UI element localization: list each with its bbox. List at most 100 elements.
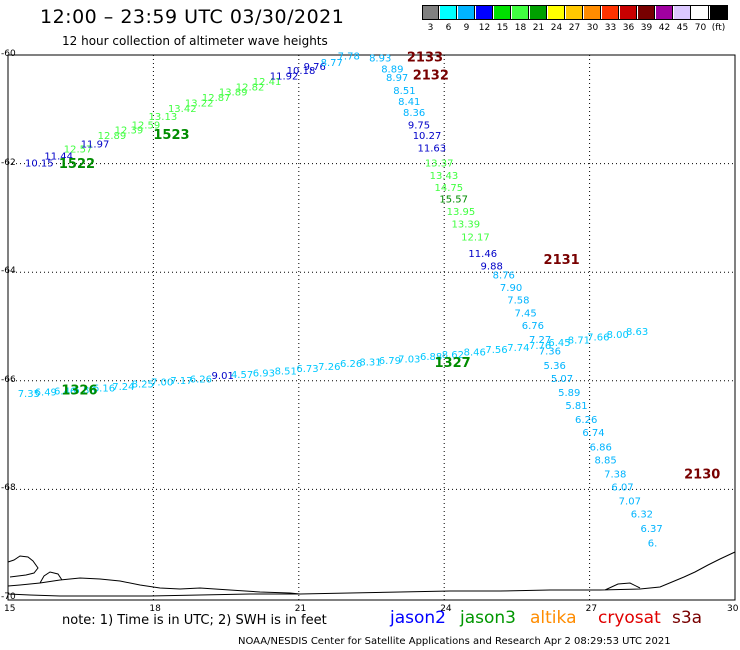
wave-height-value: 11.63 [418, 144, 447, 155]
wave-height-value: 8.46 [464, 347, 486, 358]
wave-height-value: 9.88 [481, 261, 503, 272]
wave-height-value: 10.27 [413, 131, 442, 142]
longitude-label: 24 [440, 604, 452, 614]
wave-height-value: 7.36 [539, 347, 561, 358]
wave-height-value: 6.73 [296, 364, 318, 375]
wave-height-value: 8.00 [607, 330, 629, 341]
wave-height-value: 7.76 [529, 341, 551, 352]
longitude-label: 27 [585, 604, 598, 614]
wave-height-value: 8.85 [594, 455, 616, 466]
wave-height-value: 6.32 [631, 510, 653, 521]
wave-height-value: 6.49 [35, 387, 57, 398]
legend-swatch [566, 5, 583, 20]
wave-height-value: 8.77 [321, 58, 343, 69]
legend-label: 33 [604, 23, 617, 33]
wave-height-value: 7.27 [529, 335, 551, 346]
wave-height-value: 7.66 [587, 333, 609, 344]
wave-height-value: 6.07 [611, 482, 633, 493]
track-id-label: 1522 [59, 157, 95, 172]
legend-label: 27 [568, 23, 581, 33]
legend-swatch [638, 5, 655, 20]
legend-label: 24 [550, 23, 563, 33]
legend-swatch [584, 5, 601, 20]
wave-height-value: 13.89 [219, 88, 248, 99]
wave-height-value: 12.39 [115, 126, 144, 137]
latitude-label: -60 [1, 49, 16, 59]
wave-height-value: 8.31 [359, 358, 381, 369]
wave-height-value: 10.18 [287, 66, 316, 77]
wave-height-value: 5.36 [544, 361, 566, 372]
track-id-labels: 2133 2132 1523 1522 2131 1327 1326 2130 [59, 51, 720, 483]
wave-height-value: 6.26 [575, 415, 597, 426]
satellite-cryosat: cryosat [598, 608, 661, 628]
legend-swatch [530, 5, 547, 20]
track-id-label: 1327 [435, 356, 471, 371]
track-id-label: 2131 [544, 253, 580, 268]
wave-height-value: 15.57 [439, 195, 468, 206]
wave-height-value: 12.57 [64, 145, 93, 156]
wave-height-value: 13.39 [451, 220, 480, 231]
wave-height-value: 7.90 [500, 283, 522, 294]
wave-height-value: 7.03 [398, 354, 420, 365]
wave-height-value: 7.38 [604, 469, 626, 480]
track-id-label: 2132 [413, 68, 449, 83]
legend-label: 6 [445, 23, 452, 33]
wave-height-value: 7.17 [170, 376, 192, 387]
wave-height-value: 5.89 [558, 388, 580, 399]
wave-height-value: 8.41 [398, 97, 420, 108]
wave-height-value: 11.92 [270, 71, 299, 82]
track-id-label: 2130 [684, 468, 720, 483]
latitude-label: -68 [1, 483, 16, 494]
map-frame [7, 54, 736, 601]
wave-height-value: 12.17 [461, 233, 490, 244]
lat-lon-grid [8, 55, 735, 600]
wave-height-value: 6. [648, 538, 658, 549]
wave-height-value: 13.43 [430, 171, 459, 182]
wave-height-value: 8.97 [386, 73, 408, 84]
legend-swatch [422, 5, 439, 20]
wave-height-value: 7.35 [18, 389, 40, 400]
wave-height-value: 5.81 [565, 401, 587, 412]
credit-line: NOAA/NESDIS Center for Satellite Applica… [238, 636, 671, 647]
satellite-s3a: s3a [672, 608, 703, 628]
wave-height-value: 7.58 [507, 296, 529, 307]
wave-height-value: 6.37 [640, 524, 662, 535]
track-id-label: 2133 [407, 51, 443, 66]
footnote-text: note: 1) Time is in UTC; 2) SWH is in fe… [62, 613, 327, 628]
legend-swatch [494, 5, 511, 20]
wave-height-value: 12.89 [98, 131, 127, 142]
wave-height-value: 13.95 [447, 207, 476, 218]
wave-height-value: 7.78 [338, 51, 360, 62]
wave-height-value: 7.74 [507, 343, 529, 354]
legend-swatch [674, 5, 691, 20]
wave-height-value: 12.41 [253, 77, 282, 88]
wave-height-value: 9.76 [304, 62, 326, 73]
wave-height-value: 13.42 [168, 104, 197, 115]
wave-height-value: 10.15 [25, 158, 54, 169]
legend-swatch [692, 5, 709, 20]
legend-label: 30 [586, 23, 599, 33]
wave-height-value: 6.45 [548, 338, 570, 349]
wave-height-value: 6.74 [582, 428, 604, 439]
wave-height-value: 6.93 [253, 368, 275, 379]
wave-height-value: 8.36 [403, 108, 425, 119]
legend-label: (ft) [711, 23, 726, 33]
wave-height-value: 11.44 [44, 151, 73, 162]
map-subtitle: 12 hour collection of altimeter wave hei… [62, 34, 328, 48]
wave-height-value: 6.88 [420, 352, 442, 363]
wave-height-value: 8.71 [568, 335, 590, 346]
wave-height-value: 11.97 [81, 139, 110, 150]
latitude-label: -70 [1, 592, 16, 602]
wave-height-value: 8.63 [626, 327, 648, 338]
legend-swatch [620, 5, 637, 20]
wave-height-value: 14.75 [435, 183, 464, 194]
legend-label: 3 [427, 23, 434, 33]
legend-label: 21 [532, 23, 545, 33]
wave-height-value: 13.13 [149, 112, 178, 123]
latitude-label: -62 [1, 157, 16, 168]
legend-swatch [548, 5, 565, 20]
wave-height-value: 7.00 [151, 378, 173, 389]
wave-height-value: 5.07 [551, 374, 573, 385]
legend-label: 42 [658, 23, 671, 33]
